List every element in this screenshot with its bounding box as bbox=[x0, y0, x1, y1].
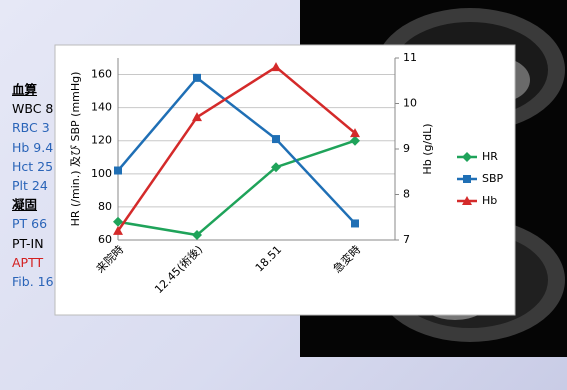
y-tick-label: 120 bbox=[91, 134, 112, 147]
y-tick-label: 100 bbox=[91, 167, 112, 180]
legend-label: SBP bbox=[482, 172, 504, 185]
data-point bbox=[193, 74, 201, 82]
y2-tick-label: 11 bbox=[403, 51, 417, 64]
legend-label: HR bbox=[482, 150, 498, 163]
data-point bbox=[272, 135, 280, 143]
legend-label: Hb bbox=[482, 194, 497, 207]
y2-axis-label: Hb (g/dL) bbox=[421, 123, 434, 174]
y2-tick-label: 8 bbox=[403, 188, 410, 201]
chart: HR (/min.) 及び SBP (mmHg) Hb (g/dL) 60 80 1… bbox=[0, 0, 567, 390]
y2-tick-label: 10 bbox=[403, 97, 417, 110]
chart-panel bbox=[55, 45, 515, 315]
y-tick-label: 80 bbox=[98, 200, 112, 213]
legend-marker bbox=[463, 175, 471, 183]
slide: 血算WBC 8RBC 3Hb 9.4Hct 25Plt 24凝固PT 66PT-… bbox=[0, 0, 567, 390]
y-tick-label: 160 bbox=[91, 68, 112, 81]
y-tick-label: 140 bbox=[91, 101, 112, 114]
y-axis-label: HR (/min.) 及び SBP (mmHg) bbox=[69, 72, 82, 227]
y2-tick-label: 9 bbox=[403, 142, 410, 155]
y2-tick-label: 7 bbox=[403, 233, 410, 246]
data-point bbox=[351, 219, 359, 227]
data-point bbox=[114, 167, 122, 175]
y-tick-label: 60 bbox=[98, 233, 112, 246]
